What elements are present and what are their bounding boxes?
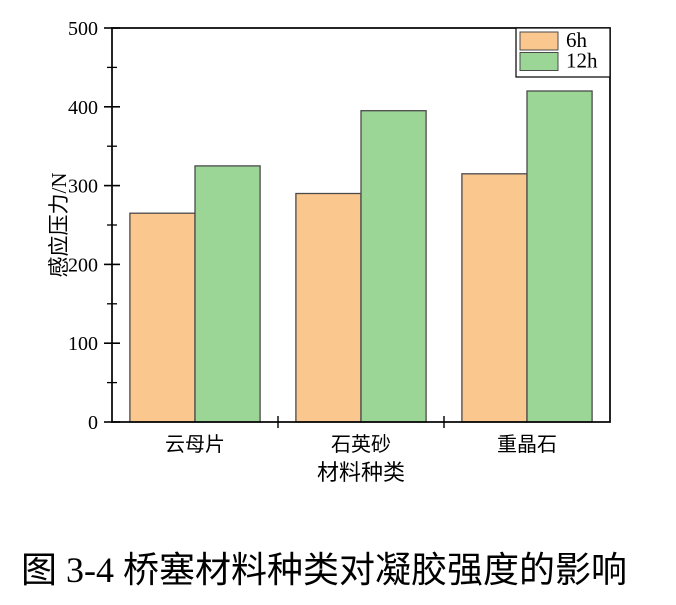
x-category-label-0: 云母片 — [165, 433, 225, 456]
legend-swatch-6h — [519, 31, 559, 51]
bar-series1-cat0 — [194, 165, 261, 423]
bar-series0-cat1 — [295, 192, 362, 423]
plot-frame — [111, 27, 611, 423]
y-tick-label: 0 — [88, 412, 98, 434]
y-tick-label: 100 — [68, 333, 98, 355]
legend-swatch-12h — [519, 52, 559, 71]
x-axis-title: 材料种类 — [317, 460, 405, 485]
y-tick-label: 300 — [68, 176, 98, 198]
bar-series1-cat1 — [360, 110, 427, 423]
figure-caption: 图 3-4 桥塞材料种类对凝胶强度的影响 — [21, 550, 627, 590]
bar-series0-cat0 — [129, 212, 196, 423]
y-tick-label: 200 — [68, 254, 98, 276]
x-category-label-2: 重晶石 — [497, 433, 557, 456]
x-category-label-1: 石英砂 — [331, 433, 391, 456]
y-tick-label: 500 — [68, 18, 98, 40]
y-tick-label: 400 — [68, 97, 98, 119]
legend-label-6h: 6h — [566, 28, 588, 52]
bar-series0-cat2 — [461, 173, 528, 423]
legend-label-12h: 12h — [566, 49, 598, 73]
bar-series1-cat2 — [526, 90, 593, 423]
y-axis-title: 感应压力/N — [47, 173, 71, 278]
